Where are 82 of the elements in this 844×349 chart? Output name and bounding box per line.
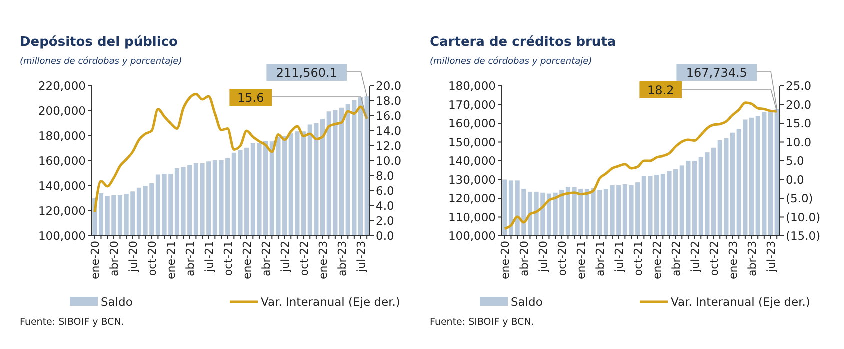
x-tick-label: abr-23 <box>746 241 759 277</box>
y2-tick-label: (10.0) <box>786 210 821 224</box>
y2-tick-label: 15.0 <box>786 116 812 130</box>
y2-tick-label: 18.0 <box>376 94 402 108</box>
x-tick-label: ene-20 <box>88 241 102 280</box>
chart-subtitle: (millones de córdobas y porcentaje) <box>430 56 592 67</box>
source-note: Fuente: SIBOIF y BCN. <box>430 317 534 328</box>
y-tick-label: 120,000 <box>448 192 496 206</box>
x-tick-label: ene-23 <box>726 241 740 280</box>
x-tick-label: jul-23 <box>764 241 778 274</box>
y-tick-label: 180,000 <box>448 79 496 93</box>
x-tick-label: jul-21 <box>202 241 216 274</box>
x-tick-label: ene-21 <box>574 241 588 280</box>
chart-title: Depósitos del público <box>20 35 178 50</box>
y2-tick-label: 0.0 <box>786 172 804 187</box>
y-tick-label: 150,000 <box>448 135 496 150</box>
y2-tick-label: 4.0 <box>376 199 394 213</box>
x-tick-label: ene-20 <box>498 241 512 280</box>
line-series <box>504 102 778 230</box>
y-tick-label: 160,000 <box>38 154 86 168</box>
y2-tick-label: 0.0 <box>376 229 394 243</box>
x-tick-label: abr-22 <box>670 241 683 277</box>
x-tick-label: abr-21 <box>184 241 197 277</box>
y2-tick-label: 5.0 <box>786 154 804 168</box>
y-tick-label: 140,000 <box>448 154 496 168</box>
y2-tick-label: 25.0 <box>786 79 812 93</box>
x-tick-label: jul-22 <box>688 241 702 274</box>
x-tick-label: abr-20 <box>518 241 531 277</box>
y2-tick-label: 12.0 <box>376 139 402 153</box>
chart-title: Cartera de créditos bruta <box>430 35 616 50</box>
chart-subtitle: (millones de córdobas y porcentaje) <box>20 56 182 67</box>
y-tick-label: 220,000 <box>38 79 86 93</box>
x-tick-label: jul-23 <box>354 241 368 274</box>
y2-tick-label: 2.0 <box>376 214 394 228</box>
x-tick-label: ene-22 <box>240 241 254 280</box>
x-tick-label: oct-20 <box>146 241 159 276</box>
x-tick-label: oct-22 <box>708 241 721 276</box>
y-tick-label: 180,000 <box>38 129 86 143</box>
data-label: 18.2 <box>648 84 674 98</box>
x-tick-label: ene-22 <box>650 241 664 280</box>
y2-tick-label: 10.0 <box>376 154 402 168</box>
x-tick-label: oct-20 <box>556 241 569 276</box>
y-tick-label: 120,000 <box>38 204 86 218</box>
x-tick-label: ene-21 <box>164 241 178 280</box>
legend-label: Saldo <box>101 295 133 309</box>
data-label: 167,734.5 <box>686 66 748 80</box>
x-tick-label: abr-22 <box>260 241 273 277</box>
y2-tick-label: 10.0 <box>786 135 812 150</box>
y2-tick-label: (15.0) <box>786 229 821 243</box>
legend-label: Saldo <box>511 295 543 309</box>
x-tick-label: oct-21 <box>632 241 645 276</box>
legend-label: Var. Interanual (Eje der.) <box>261 295 400 309</box>
x-tick-label: jul-22 <box>278 241 292 274</box>
y-tick-label: 130,000 <box>448 172 496 187</box>
y2-tick-label: 14.0 <box>376 124 402 138</box>
y2-tick-label: 16.0 <box>376 109 402 123</box>
legend-label: Var. Interanual (Eje der.) <box>671 295 810 309</box>
y2-tick-label: 20.0 <box>786 98 812 112</box>
x-tick-label: ene-23 <box>316 241 330 280</box>
data-label: 211,560.1 <box>276 66 338 80</box>
line-series <box>94 93 368 214</box>
x-tick-label: oct-22 <box>298 241 311 276</box>
x-tick-label: oct-21 <box>222 241 235 276</box>
y-tick-label: 110,000 <box>448 210 496 224</box>
x-tick-label: jul-21 <box>612 241 626 274</box>
y-tick-label: 100,000 <box>448 229 496 243</box>
y-tick-label: 160,000 <box>448 116 496 130</box>
y-tick-label: 140,000 <box>38 179 86 193</box>
x-tick-label: abr-23 <box>336 241 349 277</box>
y2-tick-label: (5.0) <box>786 192 814 206</box>
y2-tick-label: 20.0 <box>376 79 402 93</box>
data-label: 15.6 <box>238 91 264 105</box>
y2-tick-label: 6.0 <box>376 184 394 198</box>
x-tick-label: abr-20 <box>108 241 121 277</box>
y-tick-label: 200,000 <box>38 104 86 118</box>
y-tick-label: 170,000 <box>448 98 496 112</box>
y-tick-label: 100,000 <box>38 229 86 243</box>
x-tick-label: abr-21 <box>594 241 607 277</box>
y2-tick-label: 8.0 <box>376 169 394 183</box>
source-note: Fuente: SIBOIF y BCN. <box>20 317 124 328</box>
x-tick-label: jul-20 <box>126 241 140 274</box>
x-tick-label: jul-20 <box>536 241 550 274</box>
